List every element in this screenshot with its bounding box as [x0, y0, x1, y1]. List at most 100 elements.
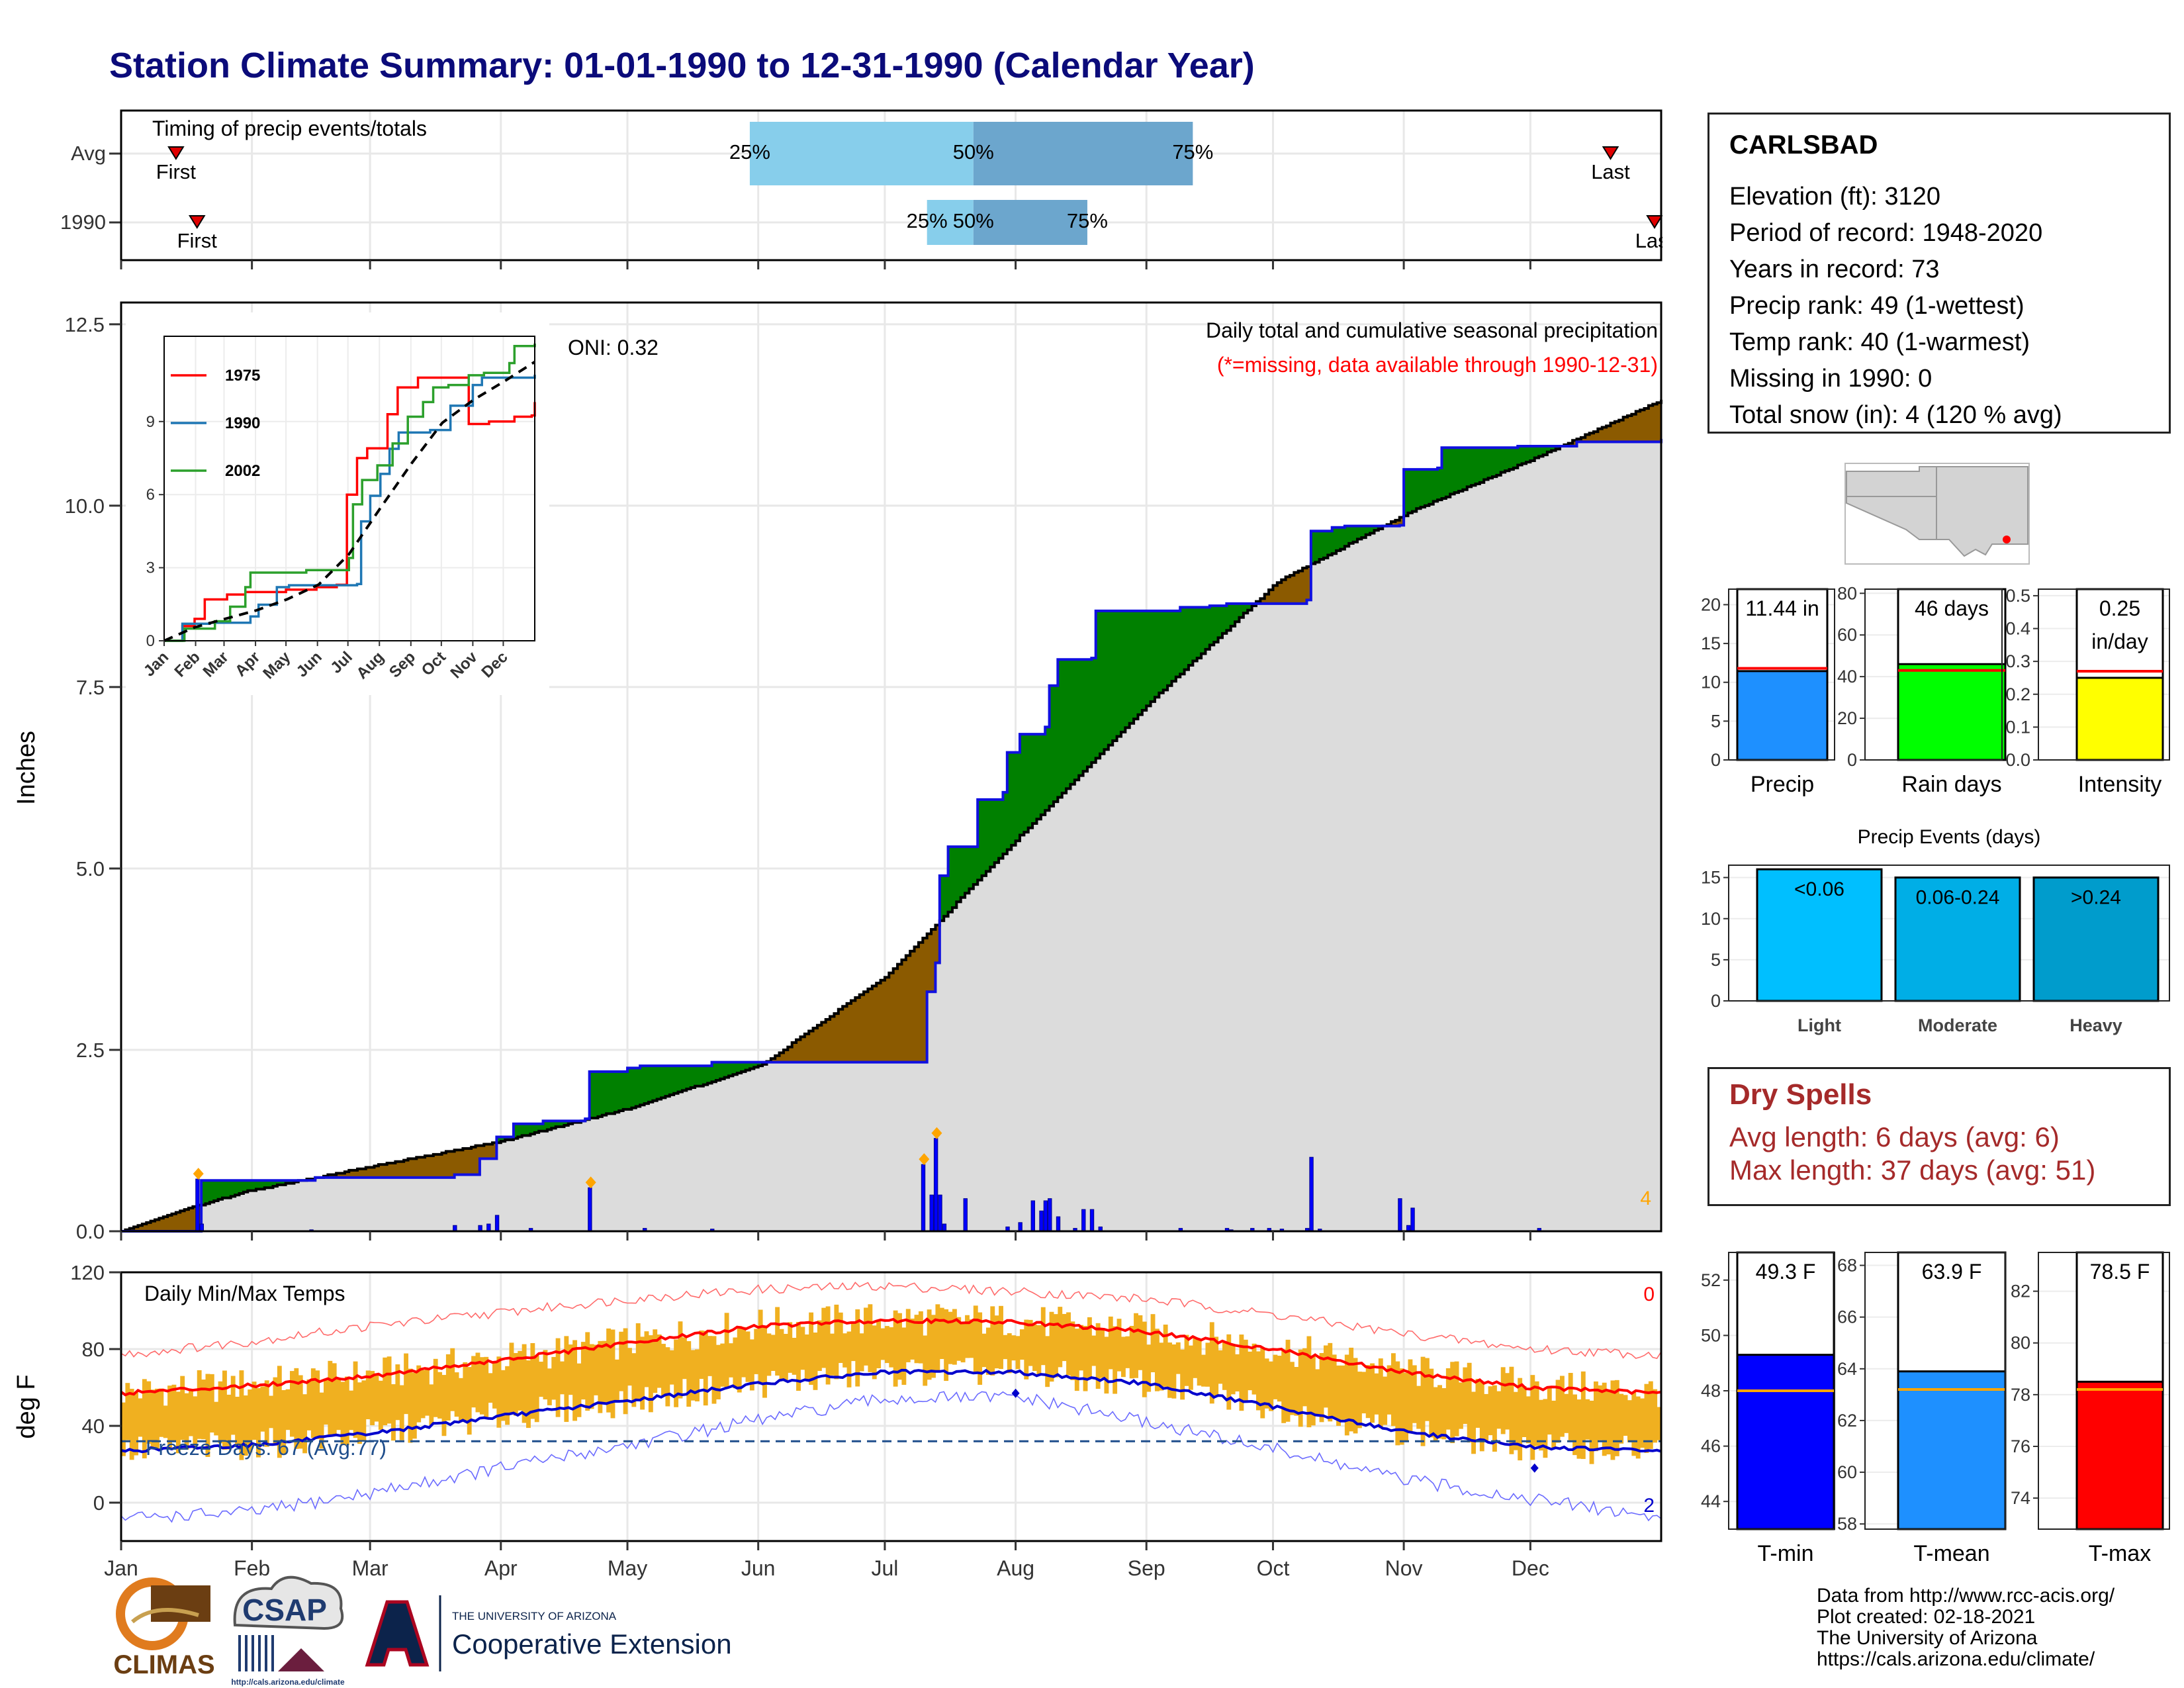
- daily-temp-bar: [1606, 1389, 1611, 1455]
- daily-temp-bar: [1302, 1348, 1307, 1407]
- daily-precip-bar: [963, 1198, 968, 1232]
- daily-temp-bar: [281, 1389, 287, 1454]
- daily-temp-bar: [606, 1328, 612, 1413]
- daily-temp-bar: [1475, 1379, 1480, 1428]
- daily-temp-bar: [471, 1356, 477, 1408]
- daily-temp-bar: [526, 1360, 531, 1429]
- daily-precip-bar: [1410, 1207, 1415, 1232]
- daily-temp-bar: [884, 1326, 889, 1364]
- daily-temp-bar: [277, 1366, 282, 1458]
- avg-max-line: [120, 1317, 1662, 1397]
- small-ytick-label: 58: [1837, 1514, 1857, 1534]
- daily-temp-bar: [935, 1304, 940, 1372]
- timing-label-p25: 25%: [729, 140, 770, 164]
- avg-min-line: [120, 1368, 1662, 1454]
- snow-total-label: 4: [1640, 1188, 1651, 1209]
- daily-temp-bar: [1429, 1368, 1434, 1438]
- csap-logo-cloud: [233, 1575, 344, 1630]
- max-precip-marker: [919, 1153, 930, 1166]
- month-label: Aug: [997, 1556, 1034, 1580]
- daily-temp-bar: [214, 1401, 219, 1436]
- ua-logo-bottom-text: Cooperative Extension: [452, 1628, 732, 1660]
- daily-temp-bar: [1116, 1319, 1122, 1372]
- daily-temp-bar: [850, 1323, 856, 1362]
- timing-label-p25: 25%: [907, 209, 948, 232]
- daily-temp-bar: [404, 1353, 409, 1415]
- daily-temp-bar: [1653, 1389, 1658, 1443]
- daily-temp-bar: [1222, 1342, 1227, 1390]
- daily-temp-bar: [800, 1327, 805, 1370]
- daily-precip-bar: [486, 1223, 491, 1232]
- credit-url[interactable]: https://cals.arizona.edu/climate/: [1817, 1648, 2095, 1670]
- daily-temp-bar: [412, 1372, 417, 1439]
- daily-precip-bar: [588, 1187, 592, 1232]
- station-years: Years in record: 73: [1729, 256, 1940, 283]
- daily-temp-bar: [1281, 1349, 1287, 1423]
- event-bar-Heavy: [2032, 876, 2160, 1002]
- daily-temp-bar: [1390, 1353, 1396, 1427]
- daily-temp-bar: [201, 1380, 206, 1440]
- first-event-marker: [188, 215, 206, 229]
- daily-temp-bar: [248, 1389, 253, 1453]
- daily-temp-bar: [1083, 1326, 1088, 1391]
- daily-temp-bar: [1479, 1382, 1484, 1452]
- daily-temp-bar: [1412, 1365, 1417, 1423]
- daily-temp-bar: [1289, 1362, 1295, 1415]
- daily-temp-bar: [226, 1394, 232, 1450]
- daily-temp-bar: [273, 1377, 278, 1446]
- temp-title: Daily Min/Max Temps: [144, 1282, 345, 1305]
- daily-temp-bar: [437, 1372, 443, 1419]
- event-category-label: Heavy: [2070, 1015, 2122, 1035]
- daily-temp-bar: [1631, 1391, 1637, 1456]
- daily-temp-bar: [1420, 1356, 1426, 1446]
- daily-temp-bar: [1019, 1329, 1024, 1360]
- daily-temp-bar: [804, 1334, 809, 1380]
- value-bar-Intensity: [2075, 677, 2164, 761]
- credit-data-source[interactable]: Data from http://www.rcc-acis.org/: [1817, 1585, 2115, 1607]
- inset-series-line-1975: [164, 376, 536, 642]
- daily-temp-bar: [568, 1344, 573, 1395]
- daily-temp-bar: [138, 1398, 143, 1437]
- timing-label-p75: 75%: [1172, 140, 1213, 164]
- daily-temp-bar: [205, 1374, 210, 1457]
- value-label: 49.3 F: [1756, 1260, 1816, 1284]
- timing-label-p50: 50%: [953, 209, 994, 232]
- daily-temp-bar: [1003, 1335, 1008, 1360]
- daily-temp-bar: [420, 1370, 426, 1419]
- small-ytick-label: 82: [2011, 1282, 2030, 1301]
- footer-logos: CLIMAS CSAP http://cals.arizona.edu/climat…: [113, 1575, 732, 1687]
- temp-frame: [120, 1271, 1662, 1542]
- daily-temp-bar: [306, 1379, 312, 1430]
- daily-temp-bar: [534, 1355, 539, 1423]
- daily-temp-bar: [328, 1360, 333, 1437]
- daily-temp-bar: [1251, 1343, 1257, 1395]
- small-ytick-label: 0.0: [2005, 750, 2030, 770]
- daily-temp-bar: [459, 1378, 463, 1423]
- daily-temp-bar: [981, 1333, 987, 1368]
- daily-temp-bar: [707, 1336, 713, 1376]
- precip-base-area: [121, 439, 1661, 1231]
- daily-temp-bar: [1150, 1314, 1156, 1373]
- daily-temp-bar: [256, 1387, 261, 1458]
- daily-temp-bar: [1323, 1345, 1328, 1408]
- daily-temp-bar: [357, 1382, 362, 1444]
- value-bar-T-max: [2075, 1380, 2164, 1530]
- daily-temp-bar: [209, 1374, 214, 1433]
- daily-temp-bar: [838, 1312, 843, 1363]
- precip-ytick-label: 0.0: [76, 1220, 105, 1243]
- daily-temp-bar: [324, 1380, 328, 1425]
- daily-temp-bar: [1315, 1369, 1320, 1416]
- daily-temp-bar: [910, 1318, 915, 1360]
- timing-clip: [1662, 111, 1702, 260]
- daily-temp-bar: [1260, 1347, 1265, 1419]
- daily-temp-bar: [555, 1338, 561, 1417]
- daily-temp-bar: [927, 1309, 932, 1380]
- daily-temp-bar: [408, 1368, 413, 1443]
- small-ytick-label: 5: [1711, 711, 1721, 731]
- value-label: 63.9 F: [1922, 1260, 1982, 1284]
- daily-temp-bar: [678, 1321, 683, 1399]
- value-label: 0.25: [2099, 596, 2140, 620]
- daily-temp-bar: [1036, 1325, 1042, 1376]
- daily-temp-bar: [530, 1343, 535, 1419]
